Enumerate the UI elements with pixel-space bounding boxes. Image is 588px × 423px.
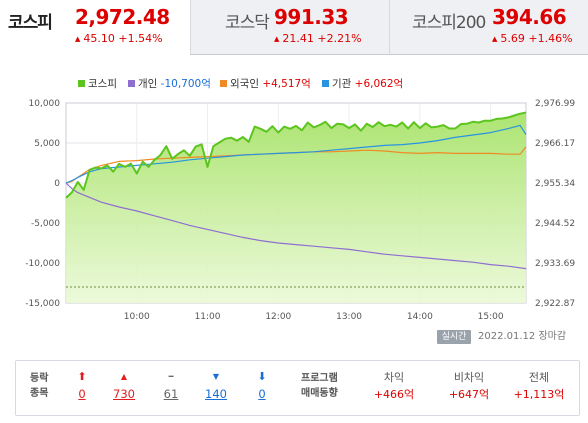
program-total: 전체 +1,113억	[504, 370, 574, 404]
right-tick-label: 2,922.87	[535, 299, 575, 309]
right-tick-label: 2,955.34	[535, 179, 575, 189]
left-tick-label: -15,000	[25, 299, 60, 309]
legend-foreign-value: +4,517억	[262, 78, 311, 90]
tab-kospi200-change: ▲ 5.69 +1.46%	[492, 32, 573, 45]
program-arbitrage-label: 차익	[383, 371, 405, 384]
legend-individual-label: 개인	[138, 78, 157, 90]
fall-triangle-icon: ▼	[212, 372, 220, 381]
tab-kospi200[interactable]: 코스피200 394.66 ▲ 5.69 +1.46%	[389, 0, 588, 55]
market-status: 장마감	[538, 331, 567, 342]
program-nonarbitrage-value: +647억	[448, 388, 490, 401]
program-label-line2: 매매동향	[301, 388, 338, 399]
tab-kospi200-value: 394.66	[492, 5, 567, 29]
program-total-label: 전체	[528, 371, 550, 384]
tab-kospi-name: 코스피	[8, 13, 53, 33]
breadth-flat: ━ 61	[156, 370, 186, 402]
legend-swatch-foreign	[220, 80, 227, 87]
breadth-rise: ▲ 730	[108, 370, 140, 402]
up-triangle-icon: ▲	[492, 35, 498, 43]
left-tick-label: 0	[54, 179, 60, 189]
series-lines	[65, 111, 527, 270]
tab-kospi200-change-text: 5.69 +1.46%	[500, 32, 573, 45]
program-nonarbitrage-label: 비차익	[453, 371, 485, 384]
left-tick-label: -10,000	[25, 259, 60, 269]
x-tick-label: 10:00	[124, 312, 150, 322]
right-tick-label: 2,933.69	[535, 259, 575, 269]
x-tick-label: 11:00	[195, 312, 221, 322]
fall-count[interactable]: 140	[205, 387, 227, 401]
lower-limit-count[interactable]: 0	[258, 387, 266, 401]
right-tick-label: 2,966.17	[535, 139, 575, 149]
tab-kospi-value: 2,972.48	[75, 5, 170, 29]
upper-limit-arrow-icon: ⬆	[77, 370, 87, 383]
upper-limit-count[interactable]: 0	[78, 387, 86, 401]
tab-kospi200-name: 코스피200	[412, 13, 486, 33]
program-arbitrage: 차익 +466억	[364, 370, 424, 404]
legend-institution-value: +6,062억	[355, 78, 404, 90]
realtime-badge: 실시간	[437, 330, 471, 344]
legend-foreign: 외국인 +4,517억	[230, 78, 311, 90]
legend-institution-label: 기관	[332, 78, 352, 90]
x-tick-label: 12:00	[265, 312, 291, 322]
right-tick-label: 2,944.52	[535, 219, 575, 229]
program-nonarbitrage: 비차익 +647억	[434, 370, 504, 404]
left-tick-label: 10,000	[29, 99, 61, 109]
rise-triangle-icon: ▲	[120, 372, 128, 381]
up-triangle-icon: ▲	[274, 35, 280, 43]
breadth-lower-limit: ⬇ 0	[250, 370, 274, 402]
legend-swatch-individual	[128, 80, 135, 87]
series-line-individual	[65, 182, 527, 270]
tab-kospi-change: ▲ 45.10 +1.54%	[75, 32, 163, 45]
legend-institution: 기관 +6,062억	[332, 78, 403, 90]
program-total-value: +1,113억	[513, 388, 565, 401]
right-axis: 2,976.99 2,966.17 2,955.34 2,944.52 2,933.69…	[535, 99, 575, 309]
index-tabs: 코스피 2,972.48 ▲ 45.10 +1.54% 코스닥 991.33 ▲ 2…	[0, 0, 588, 55]
tab-kosdaq-value: 991.33	[274, 5, 349, 29]
breadth-label-line1: 등락	[30, 373, 49, 384]
x-tick-label: 15:00	[478, 312, 504, 322]
left-axis: 10,000 5,000 0 -5,000 -10,000 -15,000	[25, 99, 60, 309]
tab-kosdaq-name: 코스닥	[225, 13, 270, 33]
tab-kosdaq-change-text: 21.41 +2.21%	[282, 32, 362, 45]
x-tick-label: 13:00	[336, 312, 362, 322]
legend-individual-value: -10,700억	[161, 78, 211, 90]
breadth-upper-limit: ⬆ 0	[70, 370, 94, 402]
market-chart: 코스피 개인 -10,700억 외국인 +4,517억 기관 +6,062억 1…	[25, 78, 575, 322]
up-triangle-icon: ▲	[75, 35, 81, 43]
breadth-fall: ▼ 140	[200, 370, 232, 402]
legend-swatch-kospi	[78, 80, 85, 87]
x-axis: 10:00 11:00 12:00 13:00 14:00 15:00	[124, 312, 504, 322]
program-arbitrage-value: +466억	[373, 388, 415, 401]
tab-kosdaq-change: ▲ 21.41 +2.21%	[274, 32, 362, 45]
status-line: 2022.01.12 장마감	[478, 330, 566, 344]
chart-legend: 코스피 개인 -10,700억 외국인 +4,517억 기관 +6,062억	[78, 78, 403, 90]
program-label-line1: 프로그램	[301, 373, 338, 384]
breadth-label-line2: 종목	[30, 388, 49, 399]
x-tick-label: 14:00	[407, 312, 433, 322]
left-tick-label: -5,000	[31, 219, 60, 229]
legend-foreign-label: 외국인	[230, 78, 259, 90]
right-tick-label: 2,976.99	[535, 99, 575, 109]
flat-dash-icon: ━	[168, 372, 174, 381]
kospi-area	[66, 112, 526, 303]
legend-swatch-institution	[322, 80, 329, 87]
status-date: 2022.01.12	[478, 331, 536, 342]
legend-individual: 개인 -10,700억	[138, 78, 211, 90]
legend-kospi: 코스피	[88, 78, 117, 90]
tab-kospi-change-text: 45.10 +1.54%	[83, 32, 163, 45]
flat-count[interactable]: 61	[163, 387, 179, 401]
tab-kospi[interactable]: 코스피 2,972.48 ▲ 45.10 +1.54%	[0, 0, 190, 55]
left-tick-label: 5,000	[34, 139, 60, 149]
series-line-kospi	[65, 111, 527, 199]
rise-count[interactable]: 730	[113, 387, 135, 401]
lower-limit-arrow-icon: ⬇	[257, 370, 267, 383]
tab-kosdaq[interactable]: 코스닥 991.33 ▲ 21.41 +2.21%	[190, 0, 389, 55]
